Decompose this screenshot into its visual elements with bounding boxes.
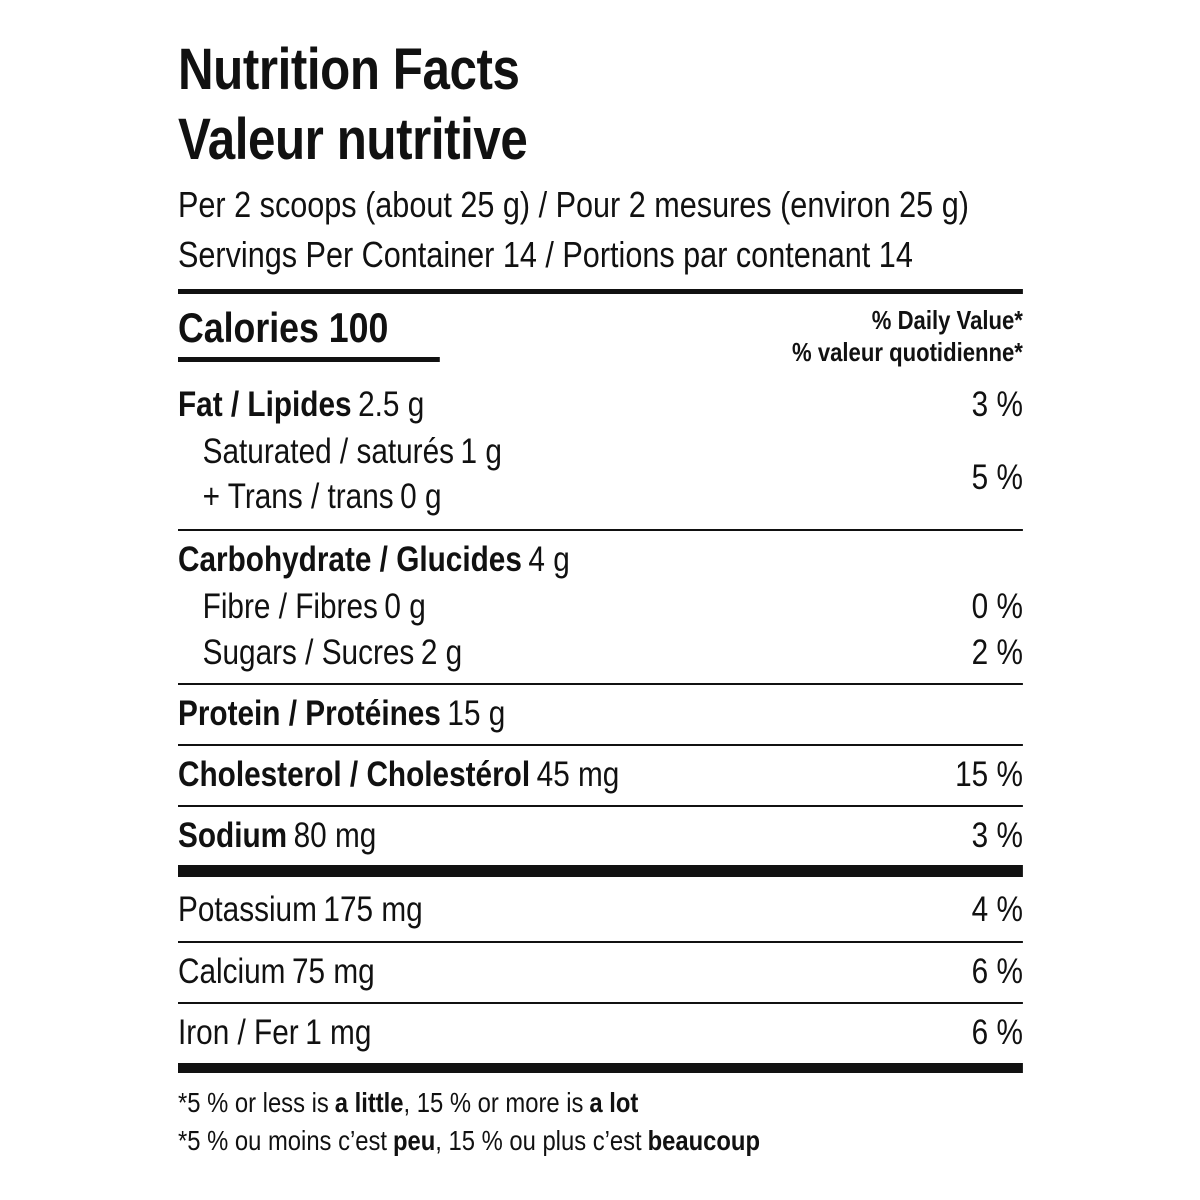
daily-value: 3 % <box>971 385 1023 424</box>
nutrient-name: Fibre / Fibres <box>202 587 378 626</box>
nutrient-name: Iron / Fer <box>178 1013 299 1052</box>
nutrition-label: Nutrition Facts Valeur nutritive Per 2 s… <box>178 0 1023 1200</box>
rule <box>178 1002 1023 1004</box>
daily-value: 6 % <box>971 952 1023 991</box>
nutrient-name: Protein / Protéines <box>178 694 441 733</box>
footnote: *5 % or less is a little, 15 % or more is… <box>178 1085 638 1121</box>
daily-value: 6 % <box>971 1013 1023 1052</box>
footnote-text: peu <box>392 1125 436 1156</box>
nutrient-row: Carbohydrate / Glucides 4 g <box>178 538 570 582</box>
nutrient-amount: 2.5 g <box>358 385 425 424</box>
nutrient-amount: 4 g <box>528 540 570 579</box>
daily-value: 4 % <box>971 890 1023 929</box>
daily-value-header: % Daily Value* <box>871 305 1023 335</box>
nutrient-amount: 80 mg <box>293 816 377 855</box>
footnote: *5 % ou moins c’est peu, 15 % ou plus c’e… <box>178 1123 760 1159</box>
calories-underline <box>178 357 440 362</box>
daily-value: 5 % <box>971 458 1023 497</box>
daily-value: 2 % <box>971 633 1023 672</box>
footnote-text: , 15 % or more is <box>403 1087 584 1118</box>
rule <box>178 289 1023 294</box>
nutrient-row: + Trans / trans 0 g <box>203 475 442 519</box>
footnote-text: a little <box>334 1087 404 1118</box>
footnote-text: *5 % ou moins c’est <box>178 1125 388 1156</box>
thick-rule <box>178 865 1023 877</box>
nutrient-row: Cholesterol / Cholestérol 45 mg <box>178 753 619 797</box>
nutrient-row: Sodium 80 mg <box>178 814 376 858</box>
nutrient-name: Calcium <box>178 952 286 991</box>
nutrient-amount: 175 mg <box>323 890 423 929</box>
servings-per-container: Servings Per Container 14 / Portions par… <box>178 234 913 275</box>
nutrient-name: Carbohydrate / Glucides <box>178 540 522 579</box>
rule <box>178 805 1023 807</box>
nutrient-row: Potassium 175 mg <box>178 888 423 932</box>
nutrient-name: Saturated / saturés <box>202 432 455 471</box>
footnote-text: a lot <box>589 1087 639 1118</box>
daily-value: 3 % <box>971 816 1023 855</box>
nutrient-row: Fibre / Fibres 0 g <box>203 585 426 629</box>
nutrient-amount: 45 mg <box>536 755 620 794</box>
nutrient-row: Sugars / Sucres 2 g <box>203 631 463 675</box>
nutrient-row: Fat / Lipides 2.5 g <box>178 383 424 427</box>
serving-size: Per 2 scoops (about 25 g) / Pour 2 mesur… <box>178 184 969 225</box>
nutrient-row: Saturated / saturés 1 g <box>203 430 502 474</box>
footnote-text: beaucoup <box>647 1125 761 1156</box>
nutrient-name: + Trans / trans <box>202 477 394 516</box>
nutrient-row: Iron / Fer 1 mg <box>178 1011 371 1055</box>
nutrient-row: Protein / Protéines 15 g <box>178 692 505 736</box>
daily-value: 15 % <box>955 755 1023 794</box>
title: Nutrition Facts <box>178 37 520 102</box>
nutrient-name: Fat / Lipides <box>178 385 352 424</box>
nutrient-name: Sodium <box>178 816 288 855</box>
footnote-text: , 15 % ou plus c’est <box>435 1125 642 1156</box>
daily-value: 0 % <box>971 587 1023 626</box>
rule <box>178 529 1023 531</box>
nutrient-amount: 0 g <box>384 587 426 626</box>
rule <box>178 941 1023 943</box>
calories: Calories 100 <box>178 304 389 351</box>
nutrient-amount: 1 mg <box>305 1013 372 1052</box>
nutrient-name: Cholesterol / Cholestérol <box>178 755 531 794</box>
nutrient-amount: 1 g <box>460 432 502 471</box>
title: Valeur nutritive <box>178 107 528 172</box>
nutrient-row: Calcium 75 mg <box>178 950 375 994</box>
daily-value-header: % valeur quotidienne* <box>792 337 1023 367</box>
nutrient-amount: 2 g <box>420 633 463 672</box>
nutrient-amount: 0 g <box>400 477 442 516</box>
rule <box>178 744 1023 746</box>
nutrient-amount: 15 g <box>447 694 506 733</box>
nutrient-name: Potassium <box>178 890 317 929</box>
thick-rule <box>178 1063 1023 1073</box>
nutrient-amount: 75 mg <box>291 952 375 991</box>
footnote-text: *5 % or less is <box>178 1087 329 1118</box>
rule <box>178 683 1023 685</box>
nutrient-name: Sugars / Sucres <box>202 633 415 672</box>
